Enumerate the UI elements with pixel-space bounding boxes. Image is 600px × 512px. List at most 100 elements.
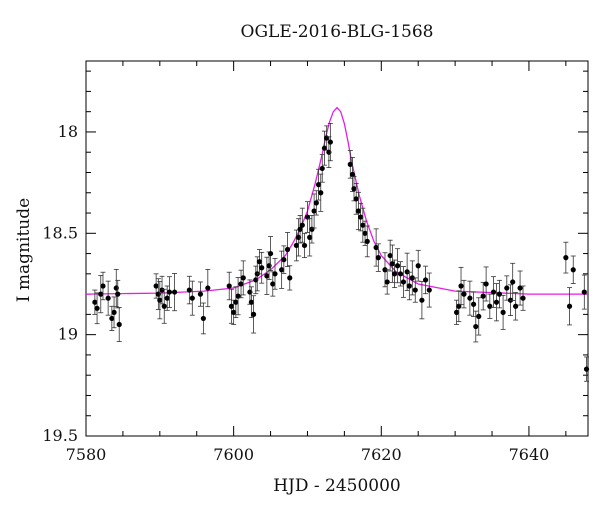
data-point <box>583 356 590 382</box>
point-marker <box>115 291 121 297</box>
point-marker <box>487 303 493 309</box>
point-marker <box>355 208 362 214</box>
data-point <box>313 190 319 216</box>
data-point <box>563 241 569 274</box>
point-marker <box>375 255 381 261</box>
data-point <box>272 258 278 290</box>
data-point <box>264 256 270 295</box>
plot-axes: 7580 7600 7620 7640 18 18.5 19 19.5 <box>42 60 589 464</box>
point-marker <box>270 281 276 287</box>
point-marker <box>267 250 274 257</box>
point-marker <box>364 238 370 245</box>
point-marker <box>111 309 117 315</box>
point-marker <box>400 279 407 285</box>
point-marker <box>284 246 291 253</box>
point-marker <box>458 283 464 289</box>
data-points-group <box>92 123 590 382</box>
data-point <box>164 285 170 311</box>
point-marker <box>318 190 324 196</box>
point-marker <box>570 267 576 273</box>
data-point <box>111 296 117 329</box>
point-marker <box>109 315 115 322</box>
point-marker <box>186 287 192 293</box>
data-point <box>415 249 421 282</box>
x-tick-label: 7620 <box>361 445 402 464</box>
point-marker <box>159 287 165 293</box>
data-point <box>116 307 122 342</box>
data-point <box>453 299 460 325</box>
data-point <box>109 305 115 331</box>
point-marker <box>233 299 239 305</box>
point-marker <box>510 279 516 285</box>
data-point <box>419 281 425 320</box>
model-curve <box>85 106 588 295</box>
point-marker <box>583 366 590 372</box>
point-marker <box>581 289 587 295</box>
data-point <box>200 302 206 335</box>
point-marker <box>319 165 325 172</box>
point-marker <box>391 271 398 277</box>
data-point <box>483 266 489 302</box>
data-point <box>456 290 462 323</box>
point-marker <box>171 289 178 295</box>
data-point <box>504 275 510 301</box>
point-marker <box>94 305 100 311</box>
data-point <box>248 286 254 319</box>
data-point <box>349 157 356 192</box>
point-marker <box>470 301 477 307</box>
point-marker <box>166 289 173 295</box>
data-point <box>510 262 516 301</box>
data-point <box>400 266 407 298</box>
point-marker <box>161 303 167 309</box>
data-point <box>166 276 173 308</box>
point-marker <box>353 196 359 202</box>
data-point <box>267 236 274 271</box>
data-point <box>373 228 379 267</box>
plot-frame <box>85 60 589 437</box>
data-point <box>507 284 514 316</box>
data-point <box>159 275 165 305</box>
point-marker <box>240 275 246 281</box>
data-point <box>517 270 523 306</box>
y-tick-label: 18.5 <box>42 223 78 242</box>
data-point <box>161 288 167 324</box>
point-marker <box>351 186 357 192</box>
point-marker <box>287 275 293 281</box>
data-point <box>171 273 178 312</box>
data-point <box>281 245 287 274</box>
data-point <box>115 279 121 309</box>
point-marker <box>500 309 506 315</box>
data-point <box>500 294 506 330</box>
point-marker <box>406 283 412 289</box>
data-point <box>520 285 526 311</box>
x-axis-label: HJD - 2450000 <box>273 476 401 496</box>
point-marker <box>476 313 482 320</box>
point-marker <box>100 283 106 289</box>
point-marker <box>92 299 98 305</box>
data-point <box>426 272 432 308</box>
data-point <box>490 276 497 308</box>
point-marker <box>349 171 356 178</box>
data-point <box>186 275 192 305</box>
data-point <box>311 193 317 229</box>
y-axis-label: I magnitude <box>14 197 34 303</box>
data-point <box>301 232 308 259</box>
data-point <box>404 252 410 291</box>
point-marker <box>504 285 510 291</box>
point-marker <box>358 214 364 220</box>
data-point <box>458 266 464 306</box>
point-marker <box>231 309 237 315</box>
point-marker <box>315 182 322 188</box>
point-marker <box>419 297 425 303</box>
point-marker <box>496 291 503 297</box>
data-point <box>256 249 263 275</box>
point-marker <box>394 263 401 269</box>
data-point <box>307 218 313 257</box>
point-marker <box>473 323 479 330</box>
data-point <box>476 297 482 336</box>
data-point <box>406 271 412 301</box>
point-marker <box>397 271 404 277</box>
point-marker <box>327 139 333 145</box>
data-point <box>113 268 119 308</box>
